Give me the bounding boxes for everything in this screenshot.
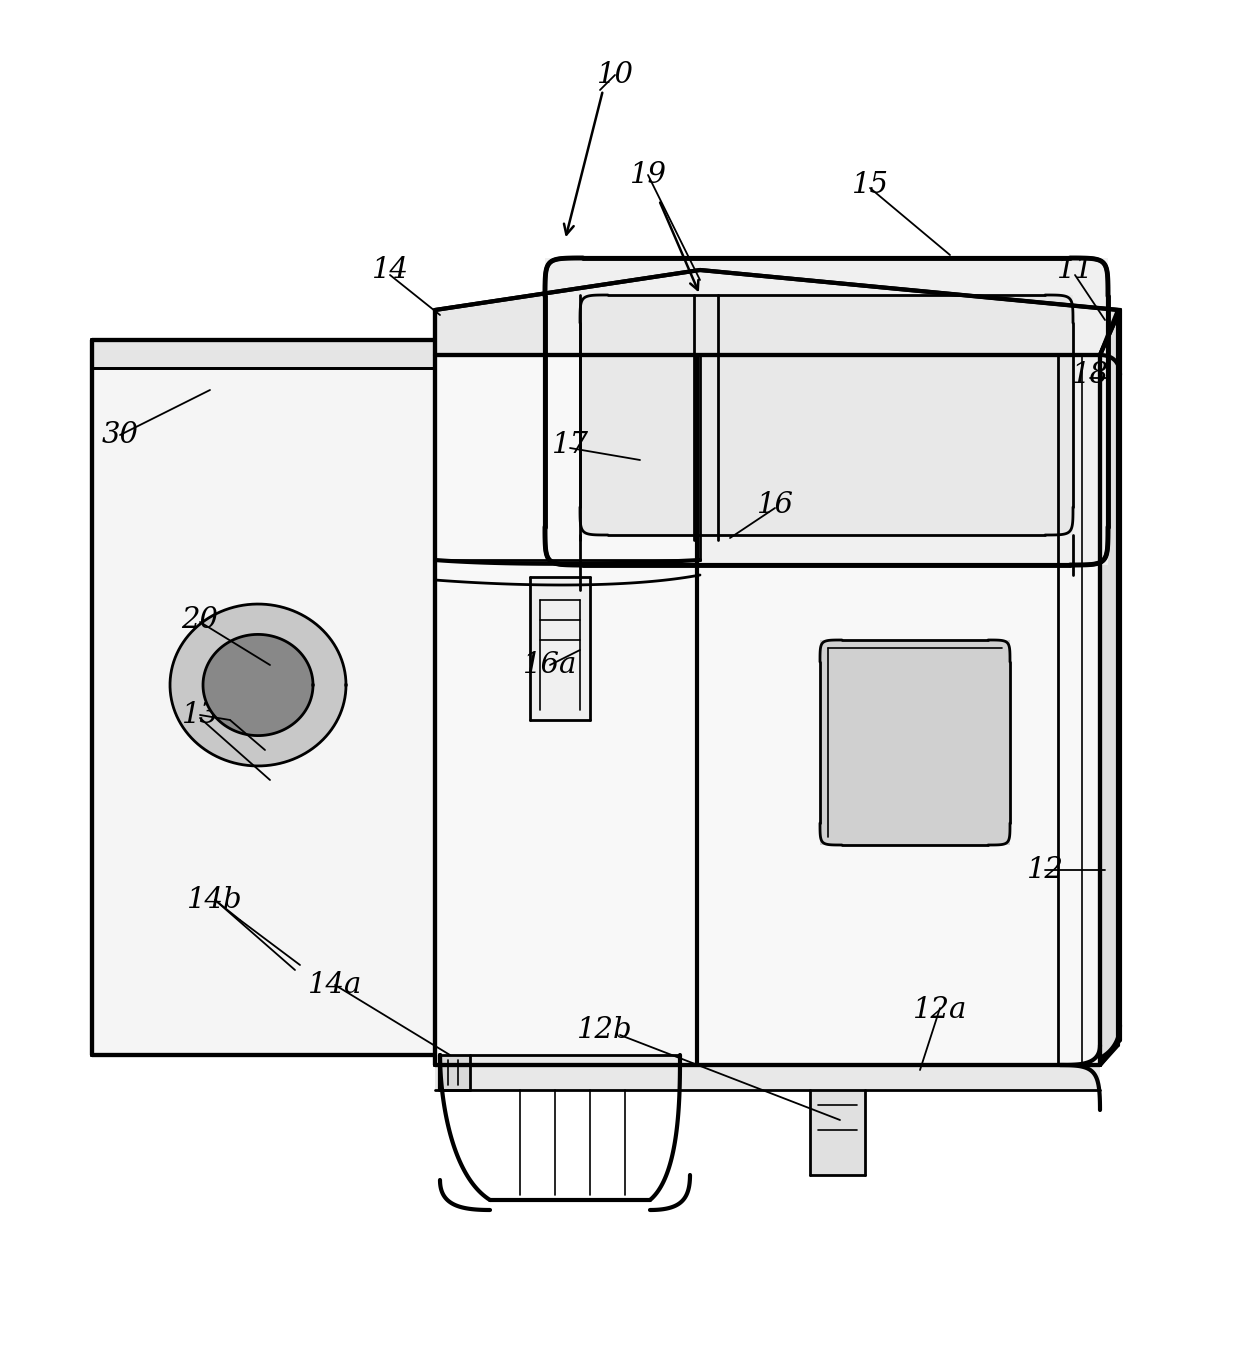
- Polygon shape: [529, 577, 590, 721]
- Polygon shape: [435, 1064, 1100, 1091]
- Polygon shape: [92, 369, 435, 1055]
- Text: 18: 18: [1071, 362, 1109, 389]
- Text: 13: 13: [181, 701, 218, 729]
- Text: 16a: 16a: [523, 651, 577, 680]
- Polygon shape: [435, 355, 1100, 1064]
- Text: 19: 19: [630, 162, 667, 189]
- Text: 11: 11: [1056, 256, 1094, 284]
- Text: 14a: 14a: [308, 971, 362, 999]
- Polygon shape: [440, 1055, 470, 1091]
- Polygon shape: [810, 1091, 866, 1175]
- Text: 12a: 12a: [913, 996, 967, 1023]
- Polygon shape: [580, 295, 1073, 536]
- Text: 20: 20: [181, 606, 218, 634]
- Text: 14b: 14b: [187, 886, 243, 914]
- Polygon shape: [820, 640, 1011, 845]
- Polygon shape: [440, 1055, 680, 1091]
- Polygon shape: [1100, 310, 1120, 1064]
- Text: 17: 17: [552, 432, 589, 459]
- Text: 30: 30: [102, 421, 139, 449]
- Text: 14: 14: [372, 256, 408, 284]
- Polygon shape: [546, 258, 1109, 564]
- Polygon shape: [203, 634, 312, 736]
- Polygon shape: [435, 355, 701, 560]
- Text: 10: 10: [596, 62, 634, 89]
- Text: 12: 12: [1027, 856, 1064, 884]
- Polygon shape: [92, 340, 435, 369]
- Polygon shape: [170, 604, 346, 766]
- Text: 16: 16: [756, 490, 794, 519]
- Polygon shape: [435, 270, 1120, 355]
- Text: 15: 15: [852, 171, 889, 199]
- Text: 12b: 12b: [577, 1017, 632, 1044]
